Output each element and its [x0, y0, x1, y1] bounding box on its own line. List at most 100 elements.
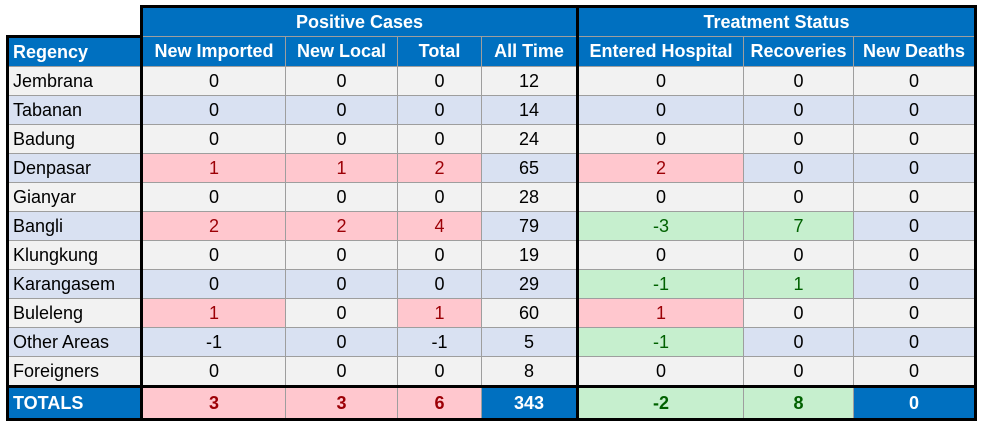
- cell-recoveries: 0: [743, 298, 854, 328]
- table-row: Buleleng 1 0 1 60 1 0 0: [6, 298, 977, 328]
- cell-new-local: 0: [285, 356, 398, 387]
- cell-new-deaths: 0: [853, 240, 977, 270]
- cell-recoveries: 0: [743, 153, 854, 183]
- cell-entered-hospital: 2: [577, 153, 744, 183]
- header-entered-hospital: Entered Hospital: [577, 36, 744, 67]
- cell-entered-hospital: 0: [577, 182, 744, 212]
- regency-name: Karangasem: [6, 269, 142, 299]
- covid-table-container: Positive Cases Treatment Status Regency …: [6, 5, 977, 421]
- table-body: Jembrana 0 0 0 12 0 0 0 Tabanan 0 0 0 14 0 0 0 Badung 0 0 0…: [6, 66, 977, 387]
- cell-total: 0: [397, 356, 482, 387]
- table-row: Jembrana 0 0 0 12 0 0 0: [6, 66, 977, 96]
- cell-new-local: 0: [285, 269, 398, 299]
- cell-new-local: 0: [285, 327, 398, 357]
- cell-new-deaths: 0: [853, 327, 977, 357]
- table-row: Tabanan 0 0 0 14 0 0 0: [6, 95, 977, 125]
- regency-name: Gianyar: [6, 182, 142, 212]
- cell-recoveries: 0: [743, 327, 854, 357]
- cell-all-time: 29: [481, 269, 579, 299]
- cell-new-imported: 0: [140, 182, 286, 212]
- cell-new-local: 1: [285, 153, 398, 183]
- cell-entered-hospital: 1: [577, 298, 744, 328]
- cell-all-time: 24: [481, 124, 579, 154]
- cell-new-imported: 0: [140, 124, 286, 154]
- cell-entered-hospital: -1: [577, 269, 744, 299]
- table-row: Karangasem 0 0 0 29 -1 1 0: [6, 269, 977, 299]
- cell-all-time: 19: [481, 240, 579, 270]
- cell-new-imported: 0: [140, 240, 286, 270]
- cell-total: 0: [397, 124, 482, 154]
- cell-total: 0: [397, 240, 482, 270]
- totals-total: 6: [397, 385, 482, 421]
- table-row: Klungkung 0 0 0 19 0 0 0: [6, 240, 977, 270]
- cell-new-local: 0: [285, 124, 398, 154]
- totals-recoveries: 8: [743, 385, 854, 421]
- cell-total: 0: [397, 269, 482, 299]
- cell-total: -1: [397, 327, 482, 357]
- cell-new-local: 2: [285, 211, 398, 241]
- group-positive-cases: Positive Cases: [140, 5, 579, 37]
- cell-recoveries: 0: [743, 95, 854, 125]
- totals-new-local: 3: [285, 385, 398, 421]
- cell-new-deaths: 0: [853, 298, 977, 328]
- cell-entered-hospital: 0: [577, 66, 744, 96]
- cell-entered-hospital: -3: [577, 211, 744, 241]
- cell-total: 0: [397, 95, 482, 125]
- totals-all-time: 343: [481, 385, 579, 421]
- regency-name: Foreigners: [6, 356, 142, 387]
- cell-new-local: 0: [285, 66, 398, 96]
- blank-corner: [7, 6, 142, 37]
- regency-name: Jembrana: [6, 66, 142, 96]
- cell-new-imported: 0: [140, 269, 286, 299]
- header-recoveries: Recoveries: [743, 36, 854, 67]
- cell-new-deaths: 0: [853, 269, 977, 299]
- cell-new-imported: 0: [140, 356, 286, 387]
- cell-new-local: 0: [285, 298, 398, 328]
- cell-total: 1: [397, 298, 482, 328]
- cell-all-time: 5: [481, 327, 579, 357]
- regency-name: Tabanan: [6, 95, 142, 125]
- cell-new-deaths: 0: [853, 356, 977, 387]
- header-new-imported: New Imported: [140, 36, 286, 67]
- header-all-time: All Time: [481, 36, 579, 67]
- cell-new-deaths: 0: [853, 182, 977, 212]
- cell-recoveries: 0: [743, 66, 854, 96]
- totals-new-deaths: 0: [853, 385, 977, 421]
- cell-new-local: 0: [285, 182, 398, 212]
- group-header-row: Positive Cases Treatment Status: [7, 5, 977, 37]
- totals-entered-hospital: -2: [577, 385, 744, 421]
- cell-new-imported: 0: [140, 95, 286, 125]
- cell-recoveries: 0: [743, 240, 854, 270]
- totals-row: TOTALS 3 3 6 343 -2 8 0: [6, 385, 977, 421]
- regency-name: Denpasar: [6, 153, 142, 183]
- cell-new-deaths: 0: [853, 66, 977, 96]
- group-treatment-status: Treatment Status: [577, 5, 977, 37]
- cell-all-time: 60: [481, 298, 579, 328]
- regency-name: Other Areas: [6, 327, 142, 357]
- cell-new-imported: 1: [140, 298, 286, 328]
- cell-all-time: 12: [481, 66, 579, 96]
- cell-recoveries: 1: [743, 269, 854, 299]
- cell-entered-hospital: 0: [577, 240, 744, 270]
- table-row: Badung 0 0 0 24 0 0 0: [6, 124, 977, 154]
- cell-entered-hospital: 0: [577, 356, 744, 387]
- cell-new-deaths: 0: [853, 153, 977, 183]
- cell-new-imported: -1: [140, 327, 286, 357]
- cell-all-time: 14: [481, 95, 579, 125]
- cell-new-imported: 0: [140, 66, 286, 96]
- cell-total: 0: [397, 66, 482, 96]
- cell-total: 0: [397, 182, 482, 212]
- cell-new-local: 0: [285, 240, 398, 270]
- regency-name: Badung: [6, 124, 142, 154]
- regency-name: Bangli: [6, 211, 142, 241]
- cell-all-time: 65: [481, 153, 579, 183]
- cell-all-time: 8: [481, 356, 579, 387]
- cell-entered-hospital: 0: [577, 95, 744, 125]
- table-row: Foreigners 0 0 0 8 0 0 0: [6, 356, 977, 387]
- table-row: Bangli 2 2 4 79 -3 7 0: [6, 211, 977, 241]
- table-row: Other Areas -1 0 -1 5 -1 0 0: [6, 327, 977, 357]
- cell-new-deaths: 0: [853, 211, 977, 241]
- table-row: Gianyar 0 0 0 28 0 0 0: [6, 182, 977, 212]
- header-regency: Regency: [6, 35, 142, 67]
- covid-status-table: Positive Cases Treatment Status Regency …: [6, 5, 977, 421]
